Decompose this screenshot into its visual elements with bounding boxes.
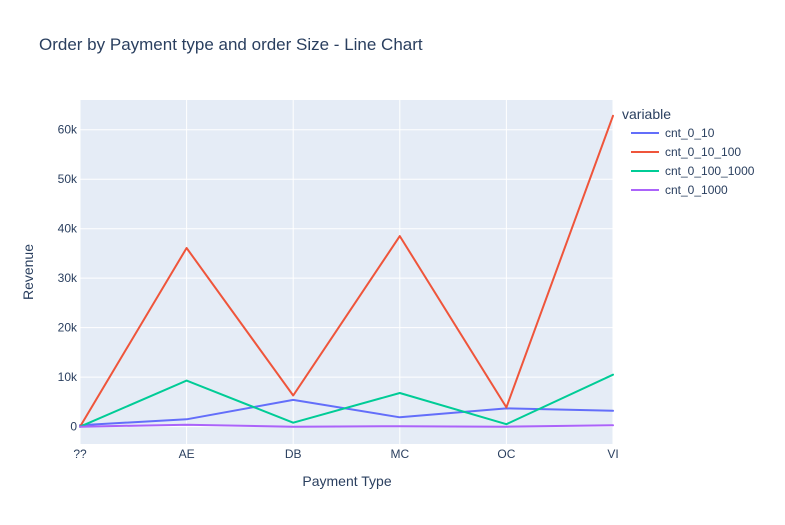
legend-label: cnt_0_10_100: [665, 145, 741, 159]
y-tick-label: 10k: [58, 370, 78, 384]
legend-title: variable: [622, 106, 671, 122]
y-tick-label: 30k: [58, 271, 78, 285]
gridlines: [79, 100, 614, 444]
x-tick-label: ??: [73, 447, 87, 461]
y-axis-ticks: 0 10k 20k 30k 40k 50k 60k: [58, 123, 78, 434]
legend-label: cnt_0_1000: [665, 183, 728, 197]
y-tick-label: 60k: [58, 123, 78, 137]
series-line-cnt-0-100-1000: [79, 373, 614, 428]
x-tick-label: AE: [179, 447, 195, 461]
x-tick-label: MC: [390, 447, 409, 461]
x-tick-label: DB: [285, 447, 302, 461]
y-axis-title: Revenue: [20, 244, 36, 300]
series-line-cnt-0-10-100: [79, 114, 614, 428]
y-tick-label: 40k: [58, 222, 78, 236]
y-tick-label: 0: [70, 420, 77, 434]
legend-label: cnt_0_100_1000: [665, 164, 755, 178]
series-line-cnt-0-1000: [79, 423, 614, 428]
x-axis-title: Payment Type: [302, 473, 391, 489]
y-tick-label: 50k: [58, 172, 78, 186]
x-tick-label: OC: [497, 447, 515, 461]
series-lines: [79, 114, 614, 428]
y-tick-label: 20k: [58, 321, 78, 335]
plot-area: [80, 100, 613, 444]
chart-title: Order by Payment type and order Size - L…: [39, 35, 423, 54]
x-axis-ticks: ?? AE DB MC OC VI: [73, 447, 618, 461]
legend-label: cnt_0_10: [665, 126, 715, 140]
legend: variable cnt_0_10 cnt_0_10_100 cnt_0_100_1…: [622, 106, 755, 197]
x-tick-label: VI: [607, 447, 618, 461]
